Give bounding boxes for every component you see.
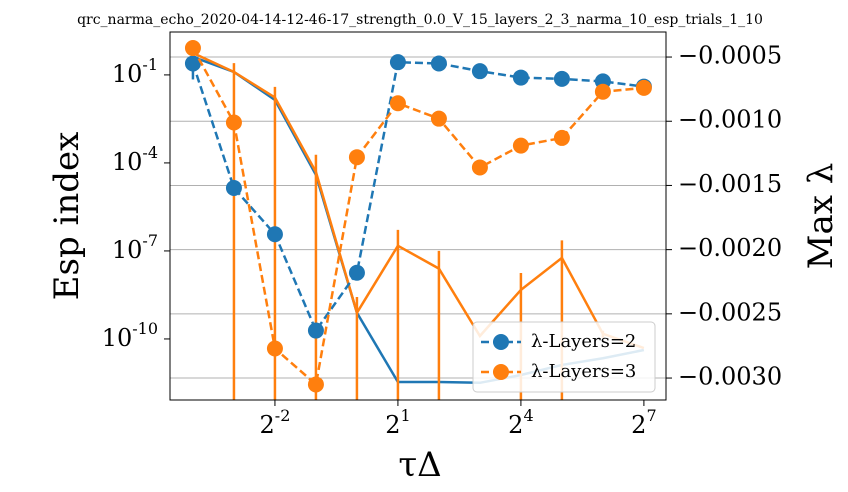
x-tick-label: 2-2 [260,406,291,439]
x-tick-label-exponent: 7 [646,406,656,425]
y-tick-label-base: 10 [102,323,133,351]
x-tick-label: 24 [508,406,533,439]
y2-axis-label: Max λ [801,163,841,270]
marker [225,180,242,197]
legend-marker [493,334,509,350]
y-tick-label-base: 10 [112,147,143,175]
x-tick-label: 27 [631,406,656,439]
marker [471,159,488,176]
y-tick-label-exponent: -1 [142,54,158,73]
y2-tick-label: −0.0020 [678,234,782,262]
marker [594,83,611,100]
marker [266,340,283,357]
marker [430,55,447,72]
marker [307,322,324,339]
y2-tick-label: −0.0015 [678,170,782,198]
legend-label: λ-Layers=3 [531,361,636,382]
x-tick-label-base: 2 [260,411,275,439]
plot-area [170,40,666,400]
series-line [191,60,645,334]
marker [512,137,529,154]
marker [225,114,242,131]
series-line [191,47,645,387]
x-tick-label: 21 [385,406,410,439]
x-tick-label-exponent: -2 [275,406,291,425]
y-tick-label: 10-4 [112,142,158,175]
marker [389,54,406,71]
y2-tick-label: −0.0005 [678,42,782,70]
y-tick-label-base: 10 [112,235,143,263]
y-tick-label: 10-10 [102,318,158,351]
marker [635,79,652,96]
y2-tick-label: −0.0025 [678,298,782,326]
legend-box [472,321,656,393]
marker [553,70,570,87]
marker [184,55,201,72]
marker [348,149,365,166]
marker [184,40,201,57]
y-tick-label-exponent: -10 [132,318,158,337]
marker [553,129,570,146]
y-axis-label: Esp index [47,132,87,301]
marker [389,95,406,112]
x-tick-label-base: 2 [385,411,400,439]
marker [430,110,447,127]
x-tick-label-base: 2 [508,411,523,439]
marker [307,376,324,393]
x-axis-label: τΔ [398,445,441,485]
series-line [192,51,645,350]
y-tick-label-base: 10 [112,59,143,87]
y-tick-label-exponent: -7 [142,230,158,249]
marker [512,69,529,86]
legend-marker [493,364,509,380]
axes-frame [169,31,667,401]
y-tick-label: 10-1 [112,54,158,87]
x-tick-label-base: 2 [631,411,646,439]
y-tick-label-exponent: -4 [142,142,158,161]
x-tick-label-exponent: 1 [400,406,410,425]
chart-title: qrc_narma_echo_2020-04-14-12-46-17_stren… [77,12,763,28]
y-tick-label: 10-7 [112,230,158,263]
legend-label: λ-Layers=2 [531,331,636,352]
y2-tick-label: −0.0030 [678,363,782,391]
y2-tick-label: −0.0010 [678,106,782,134]
marker [471,63,488,80]
marker [348,264,365,281]
x-tick-label-exponent: 4 [523,406,533,425]
marker [266,226,283,243]
